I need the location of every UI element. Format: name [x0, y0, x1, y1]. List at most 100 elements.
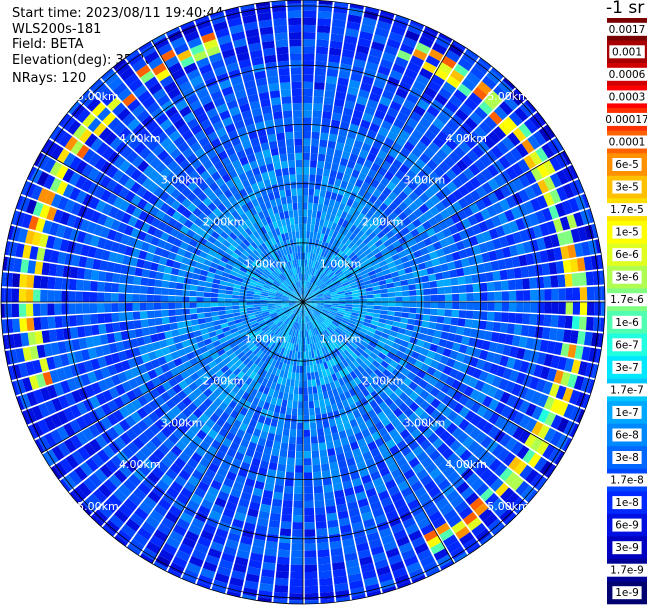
radar-bin [141, 327, 151, 336]
radar-bin [303, 46, 315, 54]
radar-bin [162, 273, 171, 281]
radar-bin [380, 288, 388, 294]
radar-bin [433, 352, 443, 362]
radar-bin [270, 313, 278, 319]
radar-bin [319, 577, 333, 586]
radar-bin [334, 379, 341, 388]
radar-bin [337, 309, 345, 313]
radar-bin [366, 302, 375, 306]
radar-bin [285, 318, 291, 325]
radar-bin [393, 316, 402, 323]
radar-bin [328, 54, 341, 64]
radar-bin [406, 272, 415, 280]
radar-bin [483, 513, 498, 528]
radar-bin [478, 221, 489, 233]
radar-bin [172, 335, 182, 344]
radar-bin [343, 144, 353, 153]
radar-bin [519, 229, 530, 242]
radar-bin [389, 100, 402, 112]
radar-bin [118, 503, 134, 518]
radar-bin [329, 47, 342, 57]
radar-bin [387, 462, 399, 473]
radar-bin [414, 158, 426, 170]
radar-bin [336, 346, 344, 354]
radar-bin [290, 422, 297, 430]
radar-bin [320, 286, 328, 292]
radar-bin [322, 310, 329, 315]
radar-bin [385, 256, 394, 264]
radar-bin [478, 370, 489, 382]
radar-bin [467, 440, 480, 454]
radar-bin [105, 323, 114, 334]
radar-bin [368, 538, 383, 549]
radar-bin [83, 314, 91, 325]
radar-bin [162, 492, 176, 505]
radar-bin [252, 428, 262, 438]
radar-bin [442, 484, 455, 497]
radar-bin [311, 276, 316, 283]
radar-bin [391, 325, 400, 333]
radar-bin [419, 135, 432, 147]
radar-bin [318, 348, 324, 356]
radar-bin [291, 306, 298, 311]
radar-bin [537, 289, 545, 301]
radar-bin [261, 325, 269, 332]
radar-bin [438, 460, 451, 473]
radar-bin [373, 305, 382, 310]
radar-bin [334, 282, 342, 288]
radar-bin [405, 523, 420, 536]
radar-bin [26, 391, 38, 407]
radar-bin [583, 256, 593, 271]
radar-bin [458, 418, 470, 431]
radar-bin [94, 346, 104, 358]
radar-bin [517, 158, 530, 173]
radar-bin [113, 423, 125, 436]
radar-bin [512, 359, 523, 371]
radar-bin [500, 405, 512, 418]
radar-bin [314, 327, 320, 335]
radar-bin [393, 258, 403, 266]
radar-bin [396, 535, 410, 547]
radar-bin [332, 319, 340, 325]
radar-bin [537, 302, 545, 314]
radar-bin [366, 344, 375, 352]
radar-bin [396, 221, 406, 231]
radar-bin [389, 235, 398, 244]
radar-bin [519, 102, 534, 118]
radar-bin [529, 151, 543, 166]
radar-bin [578, 316, 587, 330]
radar-bin [208, 462, 220, 473]
radar-bin [418, 181, 429, 192]
radar-bin [208, 347, 217, 356]
radar-bin [518, 400, 531, 414]
radar-bin [24, 147, 38, 164]
radar-bin [415, 74, 430, 86]
radar-bin [382, 268, 391, 276]
radar-bin [463, 537, 479, 552]
radar-bin [353, 349, 362, 357]
radar-bin [472, 310, 481, 320]
radar-bin [359, 30, 374, 41]
radar-bin [325, 235, 332, 244]
radar-bin [325, 345, 332, 353]
radar-bin [292, 336, 296, 344]
radar-bin [455, 268, 465, 277]
radar-bin [360, 119, 371, 130]
radar-bin [266, 533, 279, 543]
radar-bin [438, 62, 453, 75]
radar-bin [401, 175, 412, 186]
radar-bin [387, 335, 396, 342]
radar-bin [346, 566, 361, 576]
radar-bin [182, 386, 193, 396]
radar-bin [412, 218, 422, 228]
radar-bin [255, 444, 265, 453]
radar-bin [307, 315, 311, 323]
radar-bin [305, 288, 308, 296]
radar-bin [386, 364, 395, 373]
radar-bin [203, 523, 217, 535]
radar-bin [200, 568, 216, 580]
radar-bin [374, 330, 383, 337]
radar-bin [209, 413, 220, 423]
radar-bin [211, 352, 220, 361]
radar-bin [324, 278, 331, 284]
